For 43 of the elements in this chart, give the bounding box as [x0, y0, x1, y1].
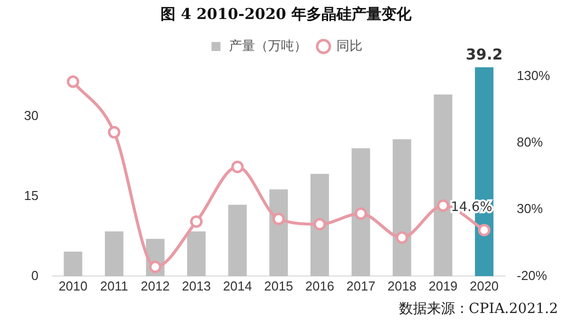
point [313, 218, 326, 230]
y2-tick-label: -20% [516, 268, 548, 283]
x-tick-label: 2018 [387, 278, 416, 294]
point [66, 75, 80, 88]
x-tick-label: 2020 [470, 278, 499, 294]
point [478, 224, 490, 236]
point [436, 199, 450, 212]
x-tick-label: 2013 [182, 278, 211, 294]
bar [269, 189, 288, 276]
x-tick-label: 2012 [140, 278, 170, 294]
legend-label: 同比 [336, 38, 362, 54]
x-tick-label: 2011 [100, 278, 128, 294]
bar [310, 174, 329, 276]
bar [392, 139, 412, 276]
point [396, 231, 408, 244]
point [354, 207, 368, 220]
x-tick-label: 2016 [305, 278, 334, 294]
source-note: 数据来源：CPIA.2021.2 [398, 300, 558, 318]
bar [228, 204, 247, 276]
chart-title: 图 4 2010-2020 年多晶硅产量变化 [160, 4, 412, 23]
point [149, 260, 162, 274]
y2-tick-label: 80% [516, 134, 544, 150]
y-tick-label: 30 [24, 108, 38, 123]
bar [434, 94, 452, 276]
legend-label: 产量（万吨） [229, 38, 307, 54]
y2-tick-label: 130% [516, 68, 550, 83]
point [190, 215, 203, 228]
data-label: 39.2 [466, 46, 503, 64]
y2-tick-label: 30% [516, 201, 544, 216]
bar [104, 231, 124, 276]
bar [352, 148, 370, 276]
x-tick-label: 2010 [58, 278, 88, 294]
x-tick-label: 2019 [428, 278, 458, 294]
x-tick-label: 2015 [264, 278, 294, 294]
point [272, 212, 285, 226]
bar [187, 231, 206, 276]
y-tick-label: 0 [31, 268, 38, 283]
point [231, 160, 244, 174]
bar [64, 252, 82, 276]
y-tick-label: 15 [24, 188, 38, 203]
x-tick-label: 2014 [223, 278, 252, 294]
x-tick-label: 2017 [346, 278, 376, 294]
point [108, 126, 120, 139]
